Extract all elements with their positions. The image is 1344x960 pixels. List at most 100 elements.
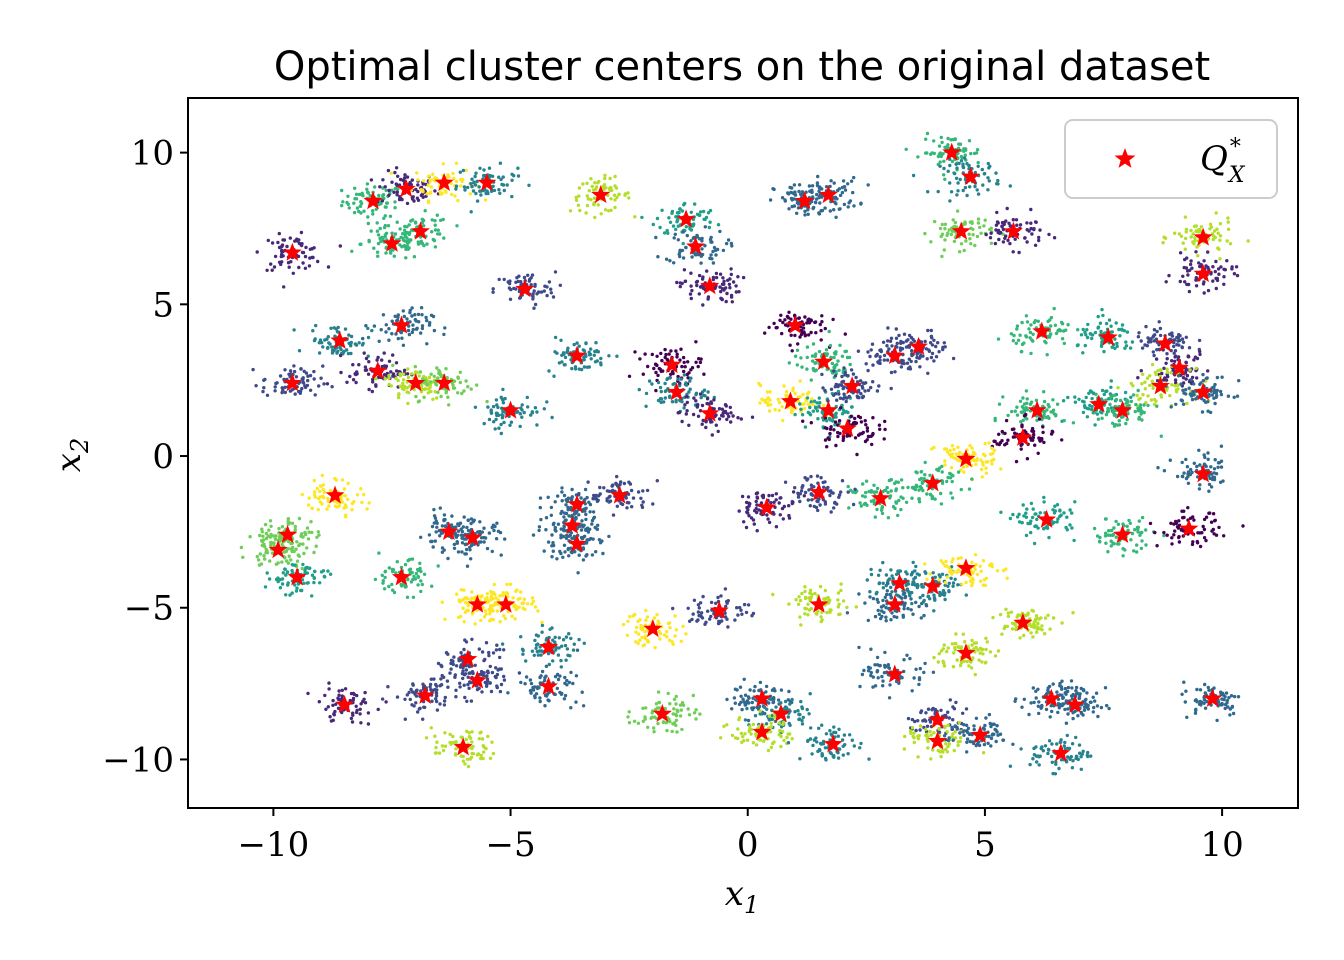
data-point [965,162,969,166]
data-point [494,537,499,541]
data-point [846,484,850,489]
data-point [683,403,687,407]
data-point [262,386,266,390]
data-point [816,174,820,179]
data-point [307,264,312,268]
data-point [351,363,355,367]
data-point [861,482,865,486]
data-point [386,168,391,173]
data-point [349,344,353,348]
data-point [274,381,278,386]
data-point [582,365,587,369]
data-point [374,377,378,381]
data-point [1019,447,1023,451]
data-point [325,507,329,511]
data-point [1174,402,1178,406]
data-point [325,382,330,386]
data-point [793,333,797,338]
data-point [866,183,870,187]
data-point [810,397,814,401]
data-point [282,285,286,289]
data-point [676,374,680,379]
data-point [1181,274,1185,278]
data-point [492,188,497,193]
data-point [562,493,567,498]
data-point [1072,538,1076,543]
data-point [708,220,712,224]
data-point [1155,379,1160,383]
data-point [344,505,348,509]
data-point [838,396,843,400]
data-point [518,424,522,429]
data-point [925,492,929,496]
data-point [297,554,301,558]
data-point [926,371,930,375]
data-point [801,326,806,330]
data-point [869,385,873,390]
data-point [306,537,311,541]
data-point [1117,423,1122,427]
data-point [795,363,799,367]
data-point [862,502,866,506]
data-point [856,349,861,353]
data-point [937,144,942,148]
data-point [1022,514,1026,518]
data-point [302,551,306,556]
data-point [426,183,430,188]
data-point [984,232,988,237]
data-point [595,359,599,363]
data-point [988,236,993,240]
data-point [576,493,581,497]
data-point [554,529,558,533]
data-point [957,161,961,166]
data-point [1020,405,1025,409]
data-point [701,303,705,307]
data-point [865,503,869,507]
data-point [688,379,692,383]
data-point [1083,343,1088,348]
data-point [601,184,605,189]
data-point [929,328,933,333]
data-point [1005,441,1009,446]
data-point [812,205,816,210]
data-point [952,239,957,244]
data-point [1092,526,1097,531]
data-point [854,375,858,380]
data-point [313,495,317,499]
data-point [943,459,947,463]
data-point [907,345,911,349]
data-point [1197,338,1202,343]
data-point [1032,432,1036,437]
data-point [834,411,838,415]
data-point [1195,376,1199,380]
data-point [320,473,324,478]
data-point [1038,511,1043,515]
data-point [381,193,386,197]
data-point [805,355,809,360]
data-point [551,295,556,299]
data-point [833,363,837,368]
data-point [979,467,984,472]
data-point [829,490,833,494]
data-point [436,564,440,568]
data-point [430,524,435,529]
data-point [570,497,574,501]
data-point [579,367,584,372]
data-point [613,198,617,202]
data-point [362,351,366,355]
cluster-points-group [375,209,459,255]
data-point [407,232,411,237]
data-point [880,505,885,509]
data-point [1165,370,1170,375]
data-point [797,189,801,194]
data-point [654,363,658,367]
data-point [917,497,921,501]
data-point [702,393,706,398]
data-point [843,370,847,375]
data-point [351,378,356,382]
data-point [529,276,533,280]
data-point [817,194,822,199]
data-point [1201,372,1205,377]
data-point [698,213,702,217]
data-point [435,366,439,370]
